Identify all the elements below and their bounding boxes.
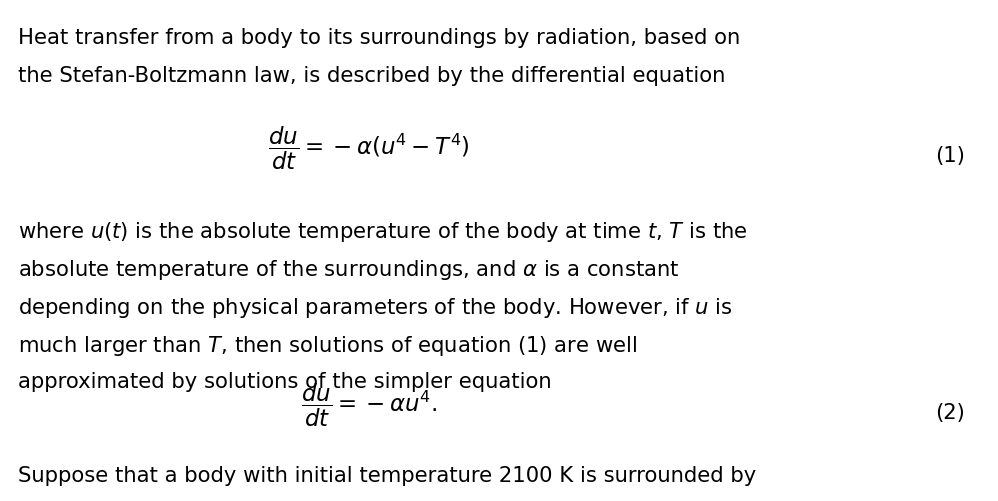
Text: the Stefan-Boltzmann law, is described by the differential equation: the Stefan-Boltzmann law, is described b… <box>18 66 726 86</box>
Text: Suppose that a body with initial temperature 2100 K is surrounded by: Suppose that a body with initial tempera… <box>18 466 756 486</box>
Text: Heat transfer from a body to its surroundings by radiation, based on: Heat transfer from a body to its surroun… <box>18 28 741 48</box>
Text: (2): (2) <box>935 403 965 423</box>
Text: $\dfrac{du}{dt} = -\alpha(u^4 - T^4)$: $\dfrac{du}{dt} = -\alpha(u^4 - T^4)$ <box>268 124 470 171</box>
Text: much larger than $T$, then solutions of equation (1) are well: much larger than $T$, then solutions of … <box>18 334 637 358</box>
Text: depending on the physical parameters of the body. However, if $u$ is: depending on the physical parameters of … <box>18 296 733 320</box>
Text: (1): (1) <box>935 146 965 166</box>
Text: $\dfrac{du}{dt} = -\alpha u^4.$: $\dfrac{du}{dt} = -\alpha u^4.$ <box>301 381 437 428</box>
Text: approximated by solutions of the simpler equation: approximated by solutions of the simpler… <box>18 372 552 392</box>
Text: absolute temperature of the surroundings, and $\alpha$ is a constant: absolute temperature of the surroundings… <box>18 258 680 282</box>
Text: where $u(t)$ is the absolute temperature of the body at time $t$, $T$ is the: where $u(t)$ is the absolute temperature… <box>18 220 748 244</box>
